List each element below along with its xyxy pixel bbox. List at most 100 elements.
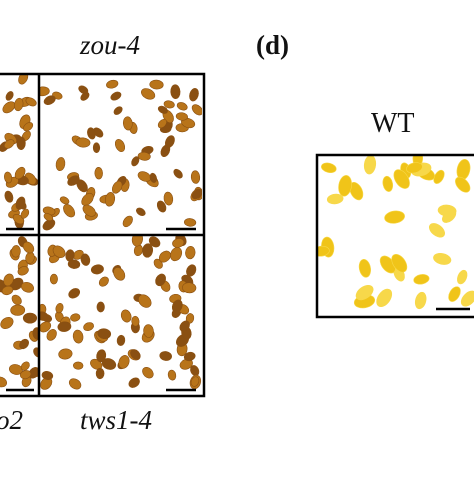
seed xyxy=(349,181,364,201)
seed xyxy=(5,91,14,101)
seed xyxy=(190,376,200,387)
seed xyxy=(114,139,126,152)
seed xyxy=(96,349,107,363)
seed xyxy=(63,204,76,218)
seed xyxy=(433,252,452,265)
seed xyxy=(384,210,405,224)
seed xyxy=(95,367,105,380)
seed xyxy=(19,338,29,350)
seed xyxy=(183,351,196,362)
seed xyxy=(4,190,14,203)
seed xyxy=(448,286,461,302)
seed xyxy=(179,358,193,370)
seed xyxy=(3,273,14,287)
seed xyxy=(3,139,15,149)
seed xyxy=(19,370,32,380)
seed xyxy=(175,112,188,121)
seed xyxy=(173,168,183,179)
seed xyxy=(41,371,54,380)
seed xyxy=(104,192,116,207)
seed xyxy=(143,324,154,338)
seed xyxy=(442,209,457,223)
seed xyxy=(22,312,38,324)
seed xyxy=(157,118,167,129)
seed xyxy=(376,288,393,308)
seed xyxy=(68,288,81,299)
seed xyxy=(363,156,377,175)
seed xyxy=(118,355,130,369)
seed xyxy=(163,100,175,109)
seed xyxy=(57,321,72,332)
seed xyxy=(171,299,183,313)
seed xyxy=(25,97,37,107)
label-wt: WT xyxy=(371,108,415,139)
seeds-panel-top-left xyxy=(0,74,38,229)
seed xyxy=(110,91,122,101)
seed xyxy=(391,253,408,273)
seed xyxy=(181,117,196,129)
seed xyxy=(96,301,105,313)
seed xyxy=(167,369,177,381)
seed xyxy=(321,162,337,174)
seed xyxy=(67,259,81,269)
seed xyxy=(72,329,84,344)
seed xyxy=(156,200,167,213)
seed xyxy=(131,156,140,167)
seed xyxy=(23,122,34,132)
seed xyxy=(52,245,66,259)
seed xyxy=(20,281,35,293)
seed xyxy=(318,245,330,257)
seed xyxy=(87,127,96,140)
seed xyxy=(40,311,49,321)
seed xyxy=(78,85,89,95)
seed xyxy=(122,116,133,131)
label-zou-4: zou-4 xyxy=(80,30,140,60)
seed xyxy=(70,313,81,322)
seed xyxy=(58,348,73,360)
seed xyxy=(4,171,13,184)
seed xyxy=(65,249,75,262)
seed xyxy=(90,264,104,275)
seed xyxy=(68,378,82,390)
seed xyxy=(81,192,94,206)
seed xyxy=(159,351,172,361)
seed xyxy=(14,166,26,180)
seed xyxy=(393,169,410,189)
seed xyxy=(355,284,374,301)
seed xyxy=(20,361,30,371)
seed xyxy=(80,92,90,101)
seed xyxy=(182,282,197,294)
seed xyxy=(13,97,24,112)
seed xyxy=(0,316,14,330)
seed xyxy=(149,79,164,90)
seed xyxy=(189,88,199,102)
seed xyxy=(80,253,91,266)
seed xyxy=(191,104,202,116)
seed xyxy=(136,207,146,216)
seed xyxy=(49,273,58,285)
seed xyxy=(131,315,140,327)
seed xyxy=(43,95,56,105)
seed xyxy=(11,294,22,306)
seed xyxy=(413,274,430,285)
seed xyxy=(82,204,96,217)
seed xyxy=(184,218,197,227)
seed xyxy=(20,208,30,219)
seed xyxy=(59,196,70,205)
seed xyxy=(149,172,157,183)
seed xyxy=(92,142,101,153)
seed xyxy=(179,320,190,332)
seed xyxy=(460,290,474,307)
seed xyxy=(73,361,84,370)
frame-wt xyxy=(315,153,474,319)
seed xyxy=(142,366,154,379)
seed xyxy=(46,329,57,341)
seed xyxy=(170,84,181,99)
seed xyxy=(2,101,16,114)
label-tws1-4: tws1-4 xyxy=(80,405,153,435)
seed xyxy=(176,102,188,111)
seed xyxy=(406,162,423,174)
seed xyxy=(40,86,50,97)
seed xyxy=(142,243,154,258)
